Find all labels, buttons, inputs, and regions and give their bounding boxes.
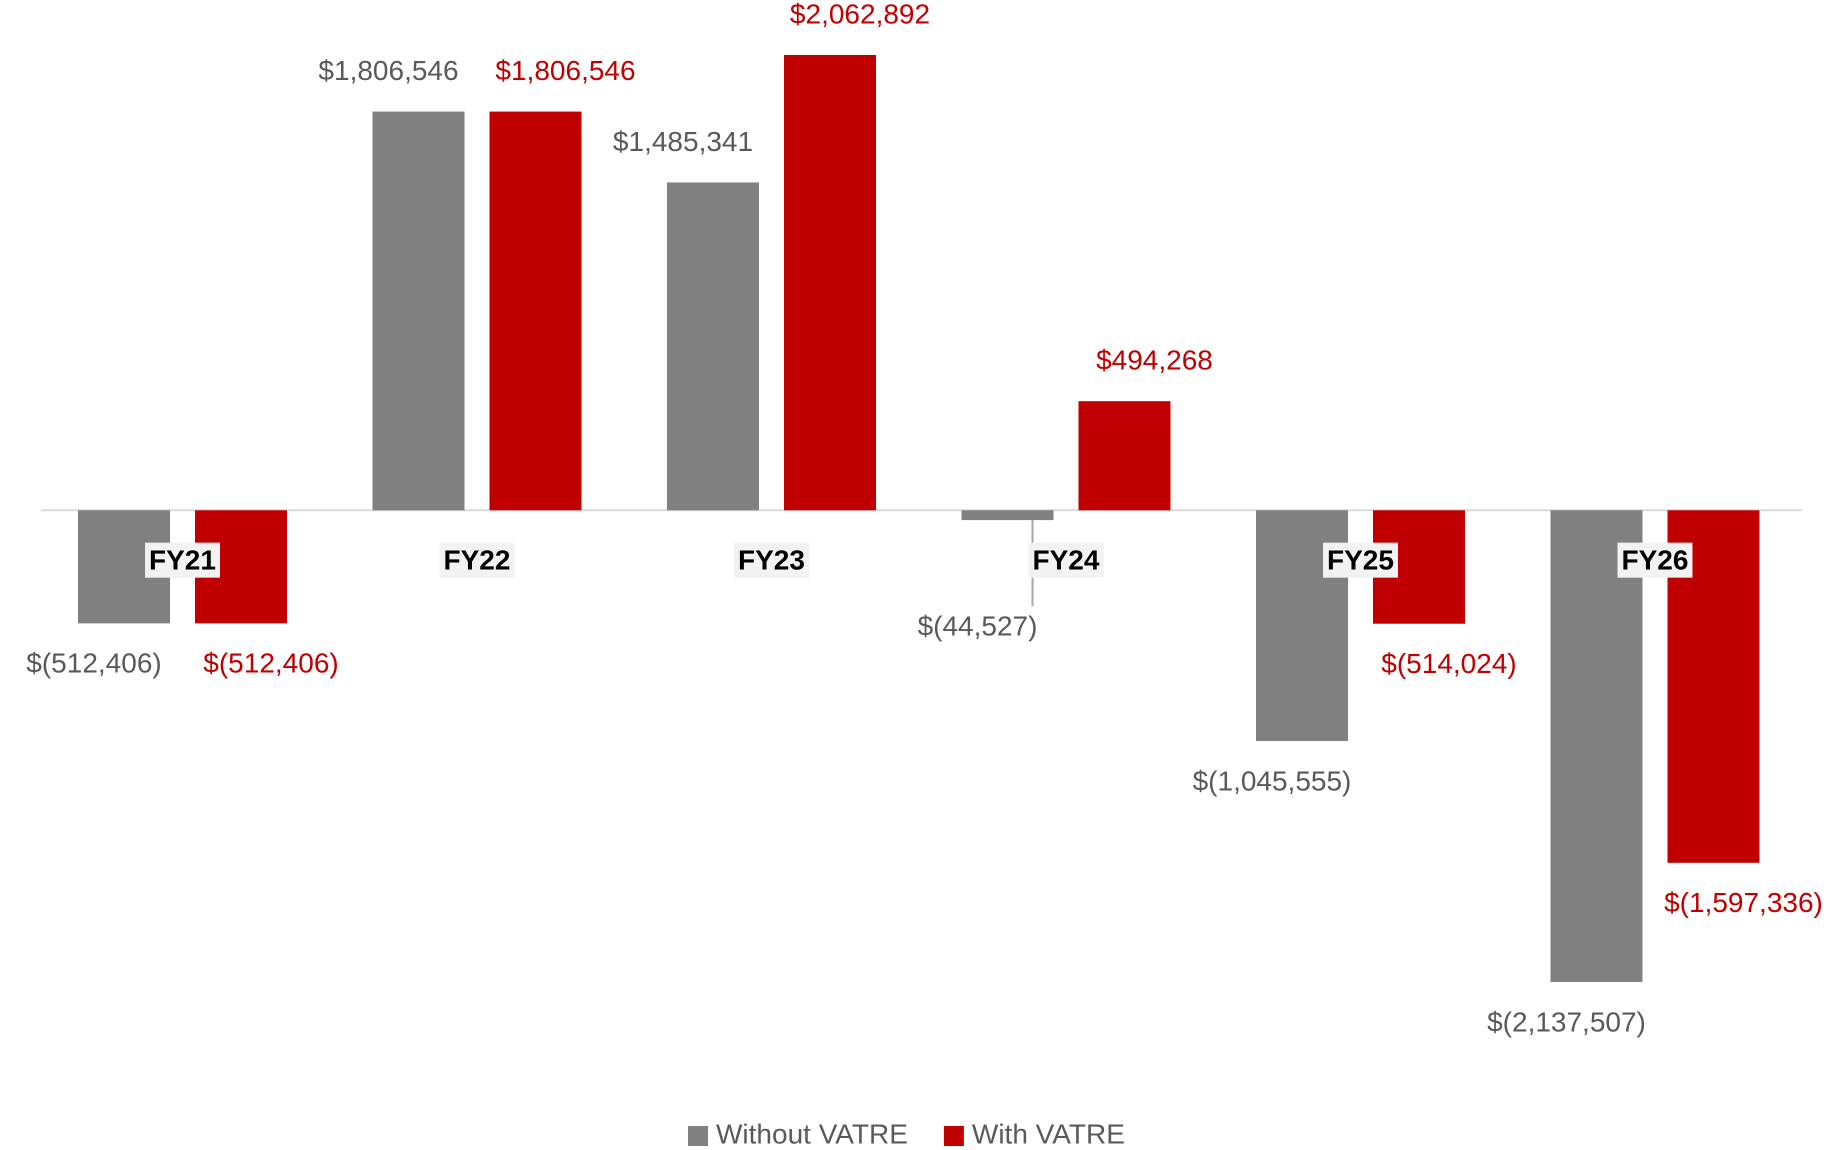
- category-label-group: FY25: [1323, 542, 1398, 578]
- x-tick-label: FY24: [1033, 545, 1100, 576]
- category-label-group: FY22: [439, 542, 515, 578]
- data-label: $1,806,546: [318, 55, 458, 86]
- bar: [1550, 510, 1643, 982]
- category-label-bg: [1028, 542, 1104, 578]
- data-label: $1,485,341: [613, 126, 753, 157]
- data-label: $(1,045,555): [1193, 765, 1352, 796]
- x-tick-label: FY25: [1327, 545, 1394, 576]
- category-label-group: FY21: [145, 542, 220, 578]
- category-label-group: FY24: [1028, 542, 1104, 578]
- x-tick-label: FY21: [149, 545, 216, 576]
- bar: [1078, 401, 1171, 511]
- legend-label: Without VATRE: [716, 1118, 908, 1149]
- data-label: $494,268: [1096, 345, 1213, 376]
- data-label: $2,062,892: [790, 0, 930, 29]
- category-label-bg: [734, 542, 809, 578]
- bar: [667, 182, 759, 511]
- data-label: $(512,406): [203, 648, 338, 679]
- category-label-group: FY23: [734, 542, 809, 578]
- x-tick-label: FY22: [444, 545, 511, 576]
- bar: [489, 111, 582, 511]
- x-tick-label: FY23: [738, 545, 805, 576]
- category-label-group: FY26: [1617, 542, 1693, 578]
- data-label: $(514,024): [1381, 648, 1516, 679]
- category-label-bg: [439, 542, 515, 578]
- category-label-bg: [1323, 542, 1398, 578]
- bar: [372, 111, 465, 511]
- x-tick-label: FY26: [1622, 545, 1689, 576]
- data-label: $(44,527): [918, 611, 1038, 642]
- legend-label: With VATRE: [972, 1118, 1125, 1149]
- legend-swatch: [943, 1126, 964, 1146]
- data-label: $(512,406): [26, 648, 161, 679]
- category-label-bg: [145, 542, 220, 578]
- data-label: $(2,137,507): [1487, 1006, 1646, 1037]
- category-label-bg: [1617, 542, 1693, 578]
- bar: [961, 510, 1054, 521]
- legend-swatch: [688, 1126, 708, 1146]
- data-label: $1,806,546: [495, 55, 635, 86]
- bar: [784, 55, 876, 511]
- data-label: $(1,597,336): [1664, 887, 1823, 918]
